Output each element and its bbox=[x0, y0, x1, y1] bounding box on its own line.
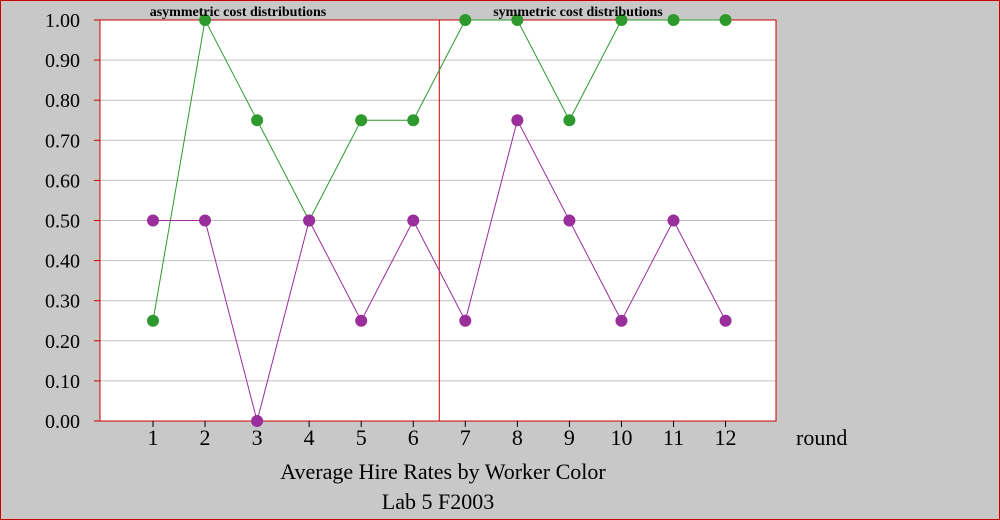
data-point bbox=[355, 314, 368, 327]
series bbox=[147, 14, 732, 427]
data-point bbox=[355, 114, 368, 127]
y-tick-label: 0.00 bbox=[45, 411, 80, 433]
chart-title: Average Hire Rates by Worker Color bbox=[280, 459, 606, 484]
x-tick-label: 10 bbox=[610, 425, 632, 450]
y-tick-label: 0.50 bbox=[45, 211, 80, 233]
data-point bbox=[615, 14, 628, 26]
data-point bbox=[147, 314, 159, 327]
data-point bbox=[667, 14, 680, 26]
y-tick-label: 0.60 bbox=[45, 170, 80, 192]
annotation-right: symmetric cost distributions bbox=[493, 5, 663, 20]
x-tick-label: 8 bbox=[512, 425, 523, 450]
x-axis-label: round bbox=[796, 425, 847, 450]
data-point bbox=[719, 314, 732, 327]
x-tick-label: 12 bbox=[715, 425, 737, 450]
y-tick-label: 0.30 bbox=[45, 291, 80, 313]
data-point bbox=[199, 14, 212, 26]
y-tick-label: 1.00 bbox=[45, 10, 80, 32]
data-point bbox=[147, 214, 159, 227]
x-tick-label: 1 bbox=[148, 425, 159, 450]
data-point bbox=[459, 314, 472, 327]
data-point bbox=[459, 14, 472, 26]
series-line bbox=[153, 118, 726, 423]
data-point bbox=[251, 114, 264, 127]
data-point bbox=[251, 415, 264, 427]
x-tick-label: 6 bbox=[408, 425, 419, 450]
y-tick-label: 0.90 bbox=[45, 50, 80, 72]
series-1 bbox=[147, 14, 732, 327]
y-tick-label: 0.10 bbox=[45, 371, 80, 393]
x-tick-label: 2 bbox=[200, 425, 211, 450]
x-tick-label: 9 bbox=[564, 425, 575, 450]
annotation-left: asymmetric cost distributions bbox=[150, 5, 327, 20]
y-axis: 0.00 0.10 0.20 0.30 0.40 0.50 0.60 0.70 0.80 0.90… bbox=[45, 10, 100, 433]
series-2 bbox=[147, 114, 732, 427]
series-line bbox=[152, 18, 726, 321]
x-tick-label: 3 bbox=[252, 425, 263, 450]
gridlines bbox=[100, 20, 776, 421]
data-point bbox=[407, 214, 420, 227]
data-point bbox=[667, 214, 680, 227]
data-point bbox=[719, 14, 732, 26]
x-tick-label: 4 bbox=[304, 425, 315, 450]
x-tick-label: 7 bbox=[460, 425, 471, 450]
x-tick-label: 5 bbox=[356, 425, 367, 450]
data-point bbox=[563, 214, 576, 227]
y-tick-label: 0.20 bbox=[45, 331, 80, 353]
data-point bbox=[615, 314, 628, 327]
y-tick-label: 0.80 bbox=[45, 90, 80, 112]
data-point bbox=[199, 214, 212, 227]
data-point bbox=[563, 114, 576, 127]
data-point bbox=[303, 214, 316, 227]
x-tick-label: 11 bbox=[663, 425, 684, 450]
y-tick-label: 0.70 bbox=[45, 130, 80, 152]
data-point bbox=[511, 14, 524, 26]
chart-subtitle: Lab 5 F2003 bbox=[382, 489, 494, 514]
data-point bbox=[407, 114, 420, 127]
x-axis: 1 2 3 4 5 6 7 8 9 10 11 12 bbox=[148, 421, 737, 450]
y-tick-label: 0.40 bbox=[45, 251, 80, 273]
data-point bbox=[511, 114, 524, 127]
